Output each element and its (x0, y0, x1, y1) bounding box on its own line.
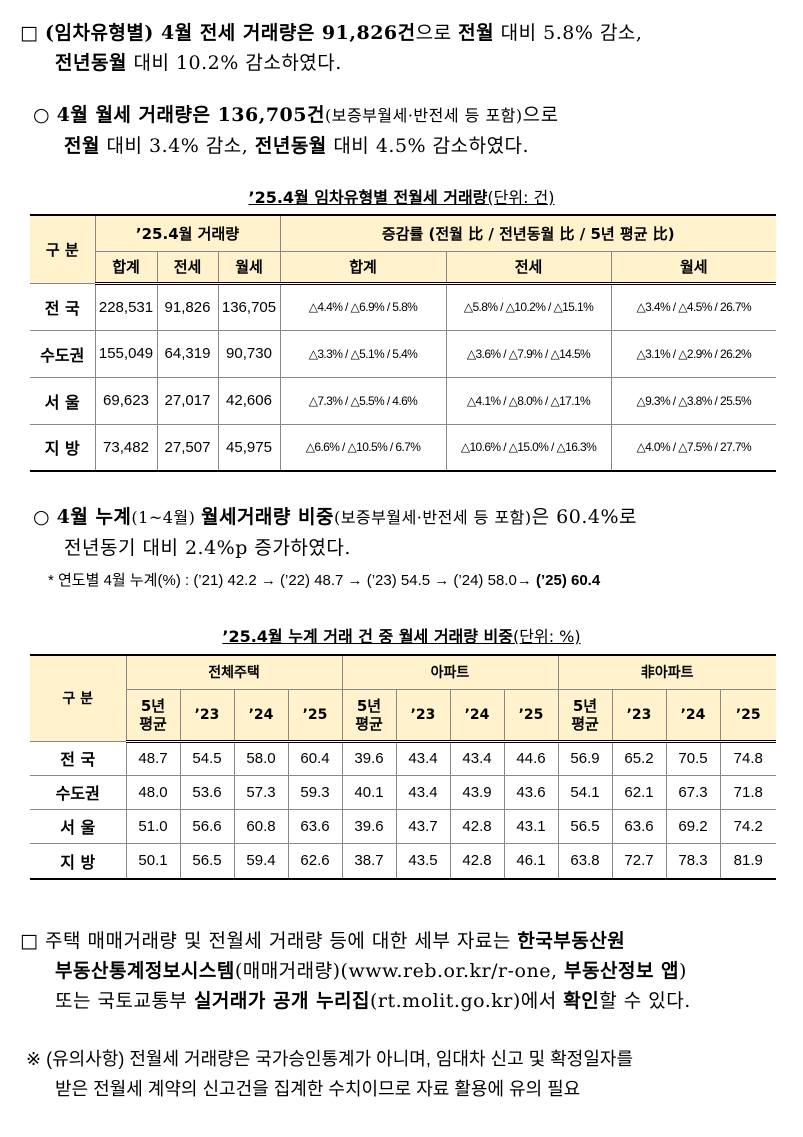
para5-line1: ※ (유의사항) 전월세 거래량은 국가승인통계가 아니며, 임대차 신고 및 … (26, 1049, 634, 1069)
table2-group-non-apt: 非아파트 (557, 654, 776, 690)
paragraph-jeonse-volume: □ (임차유형별) 4월 전세 거래량은 91,826건으로 전월 대비 5.8… (0, 18, 803, 78)
table-row: 서 울 51.0 56.6 60.8 63.6 39.6 43.7 42.8 43.1 56… (30, 808, 776, 844)
table-row: 수도권 48.0 53.6 57.3 59.3 40.1 43.4 43.9 43.6 54… (30, 774, 776, 810)
table1-header-division: 구 분 (30, 214, 96, 284)
table-row: 서 울 69,623 27,017 42,606 △7.3% / △5.5% /… (30, 376, 776, 425)
para3-line2: 전년동기 대비 2.4%p 증가하였다. (64, 537, 351, 559)
para1-line1: □ (임차유형별) 4월 전세 거래량은 91,826건으로 전월 대비 5.8… (20, 22, 643, 44)
reference-mark: ※ (26, 1049, 42, 1069)
table2-group-apt: 아파트 (341, 654, 559, 690)
para4-line3: 또는 국토교통부 실거래가 공개 누리집(rt.molit.go.kr)에서 확… (55, 990, 691, 1012)
para5-line2: 받은 전월세 계약의 신고건을 집계한 수치이므로 자료 활용에 유의 필요 (55, 1079, 581, 1099)
table-row: 수도권 155,049 64,319 90,730 △3.3% / △5.1% … (30, 329, 776, 378)
table1-sub-rate-jeonse: 전세 (445, 250, 612, 285)
table2-group-all: 전체주택 (125, 654, 343, 690)
table2-header-division: 구 분 (30, 654, 127, 742)
table1-header-volume: ’25.4월 거래량 (94, 214, 281, 252)
table2-sub-avg: 5년 평균 (125, 688, 181, 743)
molit-link[interactable]: (rt.molit.go.kr) (370, 990, 521, 1012)
table-row: 전 국 228,531 91,826 136,705 △4.4% / △6.9%… (30, 282, 776, 331)
paragraph-caution-note: ※ (유의사항) 전월세 거래량은 국가승인통계가 아니며, 임대차 신고 및 … (0, 1044, 803, 1104)
reb-link[interactable]: www.reb.or.kr/r-one (348, 960, 551, 982)
square-bullet: □ (20, 22, 39, 44)
paragraph-data-source: □ 주택 매매거래량 및 전월세 거래량 등에 대한 세부 자료는 한국부동산원… (0, 926, 803, 1016)
yearly-cumulative-note: * 연도별 4월 누계(%) : (’21) 42.2 → (’22) 48.7… (48, 572, 601, 589)
table1-sub-rate-total: 합계 (279, 250, 447, 285)
circle-bullet: ○ (33, 104, 51, 126)
table-row: 전 국 48.7 54.5 58.0 60.4 39.6 43.4 43.4 44.6 56… (30, 740, 776, 776)
table1-sub-total: 합계 (94, 250, 158, 285)
square-bullet: □ (20, 930, 39, 952)
rental-volume-table: 구 분 ’25.4월 거래량 증감률 (전월 比 / 전년동월 比 / 5년 평… (30, 214, 776, 472)
para2-line2: 전월 대비 3.4% 감소, 전년동월 대비 4.5% 감소하였다. (64, 135, 530, 157)
table1-caption: ’25.4월 임차유형별 전월세 거래량(단위: 건) (248, 188, 555, 207)
table-row: 지 방 50.1 56.5 59.4 62.6 38.7 43.5 42.8 46.1 63… (30, 842, 776, 880)
para2-line1: ○ 4월 월세 거래량은 136,705건(보증부월세·반전세 등 포함)으로 (33, 104, 559, 126)
paragraph-wolse-share: ○ 4월 누계(1~4월) 월세거래량 비중(보증부월세·반전세 등 포함)은 … (0, 502, 803, 595)
table2-caption: ’25.4월 누계 거래 건 중 월세 거래량 비중(단위: %) (222, 627, 581, 646)
table1-sub-wolse: 월세 (217, 250, 281, 285)
para4-line1: □ 주택 매매거래량 및 전월세 거래량 등에 대한 세부 자료는 한국부동산원 (20, 930, 626, 952)
paragraph-wolse-volume: ○ 4월 월세 거래량은 136,705건(보증부월세·반전세 등 포함)으로 … (0, 100, 803, 161)
table1-sub-jeonse: 전세 (156, 250, 219, 285)
para1-line2: 전년동월 대비 10.2% 감소하였다. (55, 52, 342, 74)
table1-header-rate: 증감률 (전월 比 / 전년동월 比 / 5년 평균 比) (279, 214, 776, 252)
table1-sub-rate-wolse: 월세 (610, 250, 776, 285)
table-row: 지 방 73,482 27,507 45,975 △6.6% / △10.5% … (30, 423, 776, 472)
circle-bullet: ○ (33, 506, 51, 528)
para4-line2: 부동산통계정보시스템(매매거래량)(www.reb.or.kr/r-one, 부… (55, 960, 687, 982)
para3-line1: ○ 4월 누계(1~4월) 월세거래량 비중(보증부월세·반전세 등 포함)은 … (33, 506, 637, 528)
wolse-share-table: 구 분 전체주택 아파트 非아파트 5년 평균 ’23 ’24 ’25 5년 평균 … (30, 654, 776, 880)
